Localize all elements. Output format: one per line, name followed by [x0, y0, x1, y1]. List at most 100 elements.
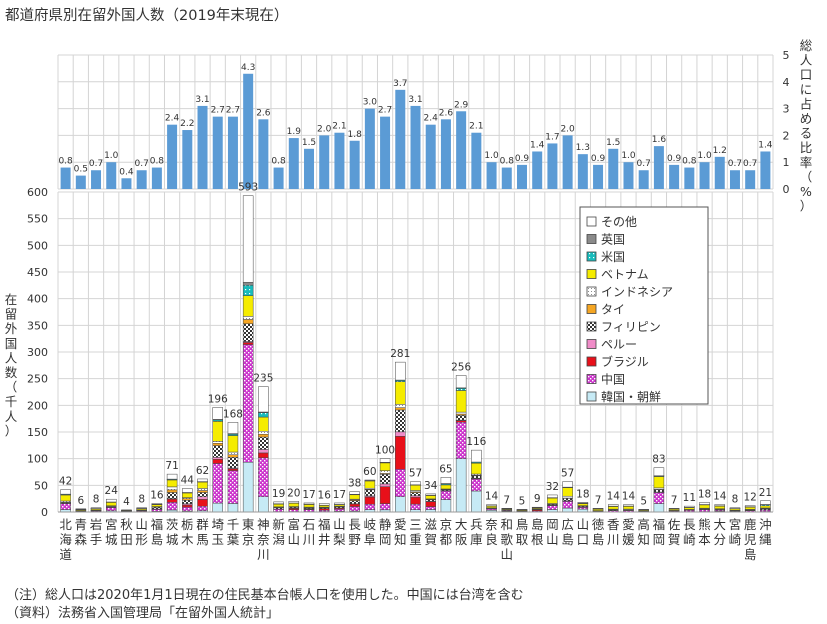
category-label-char: 兵: [470, 517, 483, 532]
category-label-char: 島: [592, 532, 605, 547]
total-value-label: 24: [105, 485, 119, 497]
category-label-char: 賀: [424, 532, 437, 547]
category-label-char: 岡: [653, 532, 666, 547]
legend-label: インドネシア: [601, 285, 673, 299]
stack-segment-china: [258, 457, 269, 497]
stack-segment-brazil: [425, 501, 436, 507]
category-label-char: 山: [546, 532, 559, 547]
category-label-char: 福: [151, 517, 164, 532]
ratio-value-label: 0.7: [135, 159, 149, 169]
stack-segment-brazil: [395, 436, 406, 470]
count-tick-label: 500: [27, 239, 48, 252]
ratio-value-label: 3.1: [408, 95, 422, 105]
category-label-char: 佐: [668, 517, 681, 532]
stack-segment-peru: [197, 496, 208, 500]
total-value-label: 4: [123, 496, 130, 508]
stack-segment-philippines: [227, 457, 239, 469]
stack-segment-korea: [212, 502, 223, 513]
stack-segment-philippines: [364, 489, 376, 497]
ratio-value-label: 2.1: [332, 122, 346, 132]
ratio-axis-title-char: 口: [800, 67, 813, 82]
stack-segment-other: [471, 449, 482, 463]
legend-swatch-indonesia: [586, 286, 597, 297]
stack-segment-indonesia: [227, 451, 239, 455]
axes: 012345総人口に占める比率（%）0501001502002503003504…: [5, 38, 813, 562]
stack-segment-brazil: [227, 468, 239, 471]
ratio-value-label: 0.7: [728, 159, 742, 169]
total-value-label: 62: [196, 465, 209, 477]
ratio-bar: [410, 105, 421, 189]
ratio-value-label: 2.9: [454, 100, 469, 110]
stack-segment-vietnam: [288, 502, 300, 507]
total-value-label: 196: [208, 393, 228, 405]
category-label-char: 山: [501, 547, 514, 562]
count-axis-title-char: ）: [5, 423, 18, 438]
stack-segment-china: [60, 503, 71, 510]
category-label-char: 福: [318, 517, 331, 532]
ratio-bars: 0.80.50.71.00.40.7 0.82.42.23.12.7 2.74.32…: [58, 63, 773, 189]
stack-segment-philippines: [166, 492, 178, 499]
count-tick-label: 300: [27, 346, 48, 359]
ratio-bar: [227, 116, 238, 189]
category-label-char: 島: [151, 532, 164, 547]
category-label-char: 三: [409, 517, 422, 532]
count-tick-label: 450: [27, 266, 48, 279]
ratio-bar: [60, 167, 71, 189]
ratio-axis-title-char: め: [800, 111, 813, 126]
stack-segment-other: [288, 501, 300, 504]
category-label-char: 賀: [668, 532, 681, 547]
count-axis-title-char: 人: [5, 409, 18, 424]
total-value-label: 11: [683, 492, 696, 504]
ratio-value-label: 0.8: [500, 157, 515, 167]
legend-swatch-other: [586, 216, 597, 227]
category-label-char: 児: [744, 532, 757, 547]
category-label-char: 山: [577, 517, 590, 532]
stack-segment-china: [303, 509, 315, 512]
total-value-label: 21: [759, 487, 772, 499]
category-label-char: 岐: [364, 517, 377, 532]
ratio-value-label: 1.9: [287, 127, 302, 137]
category-label-char: 山: [135, 517, 148, 532]
stack-segment-china: [471, 478, 482, 492]
legend-label: ブラジル: [601, 354, 649, 369]
ratio-bar: [608, 148, 619, 189]
stack-segment-other: [760, 500, 771, 505]
ratio-axis-title-char: 人: [800, 53, 813, 68]
ratio-bar: [745, 170, 756, 189]
ratio-value-label: 2.1: [469, 122, 483, 132]
ratio-value-label: 0.5: [74, 165, 88, 175]
ratio-value-label: 1.3: [576, 143, 590, 153]
total-value-label: 7: [503, 494, 510, 506]
ratio-value-label: 2.0: [560, 124, 575, 134]
ratio-axis-title-char: 総: [800, 38, 813, 53]
ratio-axis-title-char: 占: [800, 96, 813, 111]
total-value-label: 14: [485, 491, 499, 503]
source-note: （資料）法務省入国管理局「在留外国人統計」: [6, 606, 280, 621]
category-label-char: 梨: [333, 532, 346, 547]
stack-segment-other: [197, 478, 208, 482]
stack-segment-vietnam: [471, 463, 482, 475]
total-value-label: 83: [652, 454, 665, 466]
stack-segment-other: [744, 505, 756, 507]
ratio-bar: [653, 146, 664, 189]
stack-segment-china: [242, 344, 254, 463]
category-label-char: 東: [242, 517, 255, 532]
total-value-label: 60: [363, 466, 376, 478]
stack-segment-vietnam: [410, 484, 421, 491]
ratio-bar: [562, 135, 573, 189]
stack-segment-vietnam: [197, 481, 208, 489]
ratio-bar: [699, 162, 710, 189]
legend-swatch-philippines: [586, 321, 597, 332]
category-label-char: 手: [90, 532, 103, 547]
stack-segment-thai: [212, 443, 223, 446]
count-tick-label: 400: [27, 293, 48, 306]
category-label-char: 鹿: [744, 517, 757, 532]
total-value-label: 18: [698, 488, 711, 500]
stack-segment-china: [227, 470, 239, 504]
stack-segment-brazil: [166, 498, 178, 503]
category-label-char: 北: [59, 517, 72, 532]
ratio-value-label: 3.1: [195, 95, 209, 105]
ratio-bar: [75, 175, 86, 189]
ratio-bar: [334, 132, 345, 189]
category-label-char: 海: [59, 532, 72, 547]
